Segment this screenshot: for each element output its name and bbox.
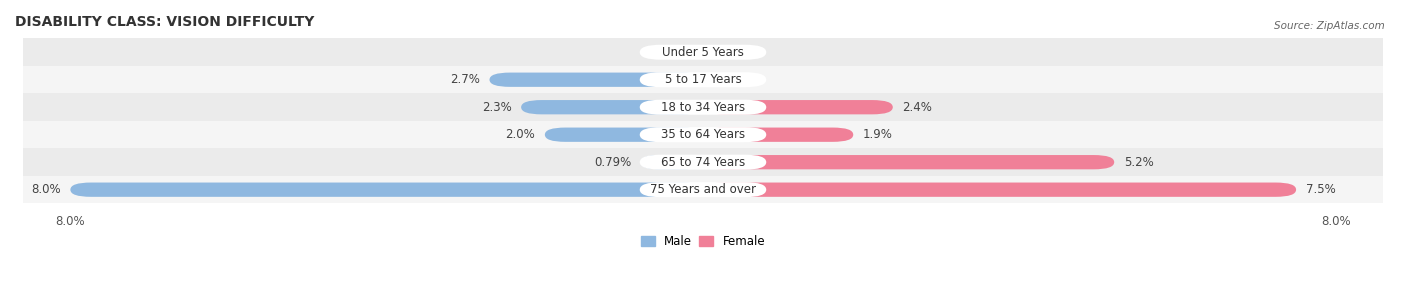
Bar [22, 39, 1384, 66]
Bar [22, 176, 1384, 203]
FancyBboxPatch shape [640, 72, 766, 87]
Text: 1.9%: 1.9% [863, 128, 893, 141]
FancyBboxPatch shape [703, 100, 893, 114]
Text: 2.3%: 2.3% [482, 101, 512, 114]
Text: 5.2%: 5.2% [1123, 156, 1153, 169]
FancyBboxPatch shape [640, 45, 766, 60]
Text: 8.0%: 8.0% [31, 183, 60, 196]
Bar [22, 93, 1384, 121]
FancyBboxPatch shape [70, 182, 703, 197]
FancyBboxPatch shape [522, 100, 703, 114]
Text: 7.5%: 7.5% [1306, 183, 1336, 196]
Text: 0.0%: 0.0% [664, 46, 693, 59]
Text: 0.79%: 0.79% [593, 156, 631, 169]
Text: 2.7%: 2.7% [450, 73, 479, 86]
Legend: Male, Female: Male, Female [636, 230, 770, 253]
FancyBboxPatch shape [640, 100, 766, 115]
FancyBboxPatch shape [546, 128, 703, 142]
FancyBboxPatch shape [703, 182, 1296, 197]
FancyBboxPatch shape [640, 182, 766, 197]
FancyBboxPatch shape [703, 155, 1114, 169]
Bar [22, 121, 1384, 148]
FancyBboxPatch shape [641, 155, 703, 169]
Text: 0.0%: 0.0% [713, 73, 742, 86]
Text: 2.4%: 2.4% [903, 101, 932, 114]
Text: 75 Years and over: 75 Years and over [650, 183, 756, 196]
Text: Source: ZipAtlas.com: Source: ZipAtlas.com [1274, 21, 1385, 31]
Text: 5 to 17 Years: 5 to 17 Years [665, 73, 741, 86]
Bar [22, 66, 1384, 93]
Text: DISABILITY CLASS: VISION DIFFICULTY: DISABILITY CLASS: VISION DIFFICULTY [15, 15, 315, 29]
Text: 0.0%: 0.0% [713, 46, 742, 59]
FancyBboxPatch shape [640, 127, 766, 142]
Text: 35 to 64 Years: 35 to 64 Years [661, 128, 745, 141]
FancyBboxPatch shape [489, 73, 703, 87]
Text: 18 to 34 Years: 18 to 34 Years [661, 101, 745, 114]
Text: 2.0%: 2.0% [506, 128, 536, 141]
Text: Under 5 Years: Under 5 Years [662, 46, 744, 59]
Bar [22, 148, 1384, 176]
FancyBboxPatch shape [703, 128, 853, 142]
Text: 65 to 74 Years: 65 to 74 Years [661, 156, 745, 169]
FancyBboxPatch shape [640, 155, 766, 170]
